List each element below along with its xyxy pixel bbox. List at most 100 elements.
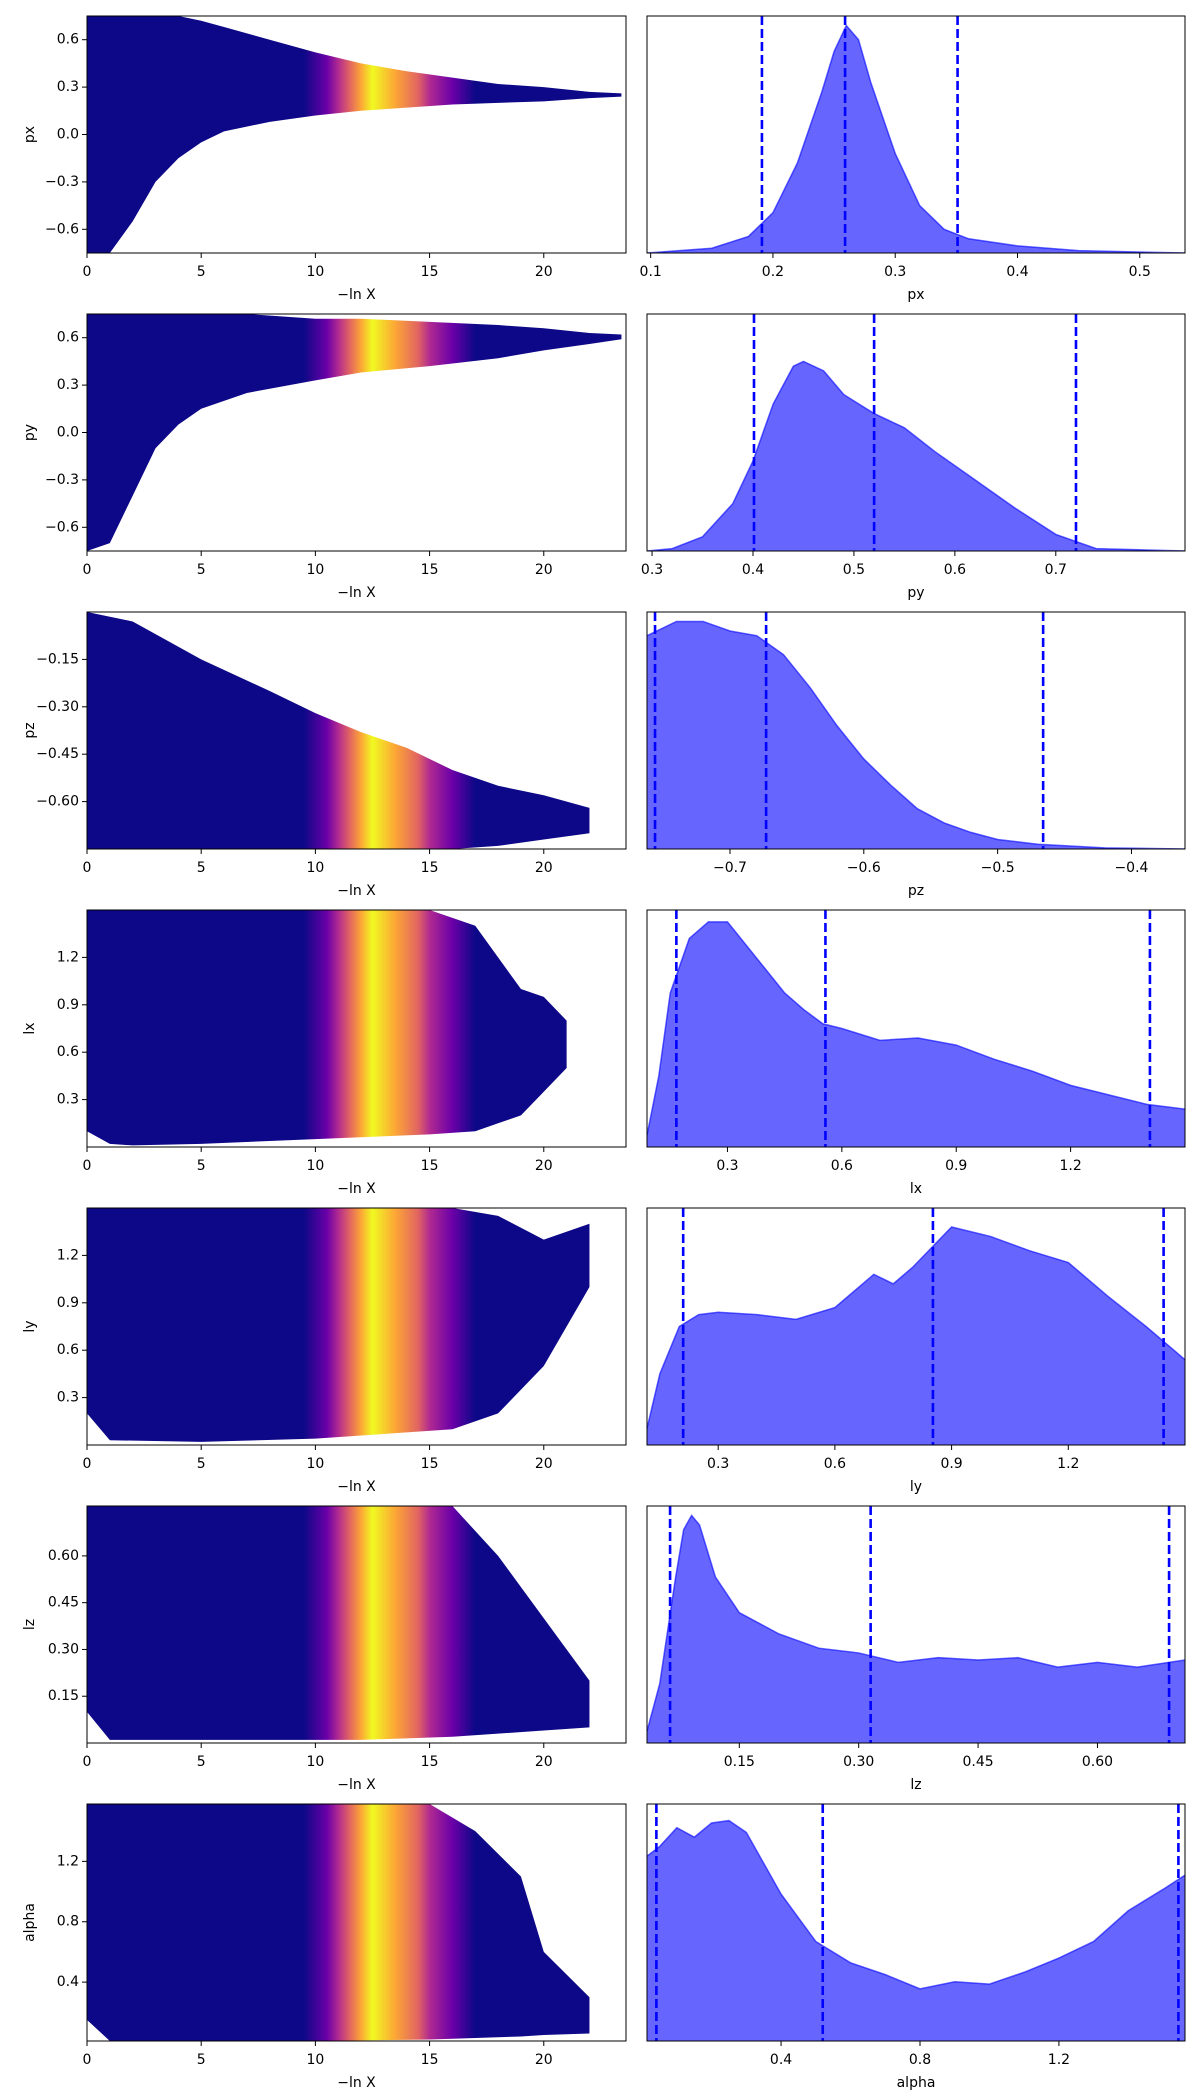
x-tick-label: 20 [535, 860, 553, 876]
x-axis-label: pz [908, 883, 924, 899]
x-tick-label: 0 [83, 562, 92, 578]
y-tick-label: −0.3 [45, 472, 79, 488]
x-tick-label: 0.3 [716, 1158, 738, 1174]
density-line [647, 921, 1185, 1136]
y-tick-label: −0.60 [36, 794, 79, 810]
x-tick-label: 0.5 [843, 562, 865, 578]
x-tick-label: 5 [197, 1158, 206, 1174]
x-tick-label: 15 [421, 1158, 439, 1174]
y-tick-label: 0.9 [57, 1295, 79, 1311]
x-tick-label: 20 [535, 562, 553, 578]
axes-frame [646, 1803, 1186, 2042]
x-axis-label: −ln X [337, 1777, 376, 1793]
x-axis-label: ly [910, 1479, 922, 1495]
y-tick-label: 0.3 [57, 79, 79, 95]
y-axis-label: alpha [22, 1903, 38, 1942]
y-axis-label: ly [22, 1320, 38, 1332]
x-tick-label: 15 [421, 264, 439, 280]
x-tick-label: 15 [421, 860, 439, 876]
x-tick-label: 20 [535, 1456, 553, 1472]
axes-frame [646, 909, 1186, 1148]
x-tick-label: 1.2 [1048, 2052, 1070, 2068]
y-axis-label: px [22, 126, 38, 143]
x-tick-label: 0 [83, 1754, 92, 1770]
x-tick-label: 10 [306, 1754, 324, 1770]
sample-band [87, 1208, 590, 1442]
x-tick-label: 1.2 [1057, 1456, 1079, 1472]
x-tick-label: 10 [306, 264, 324, 280]
y-tick-label: 0.45 [48, 1595, 79, 1611]
x-tick-label: 5 [197, 264, 206, 280]
y-tick-label: 1.2 [57, 949, 79, 965]
density-line [647, 360, 1185, 551]
x-tick-label: 0 [83, 1456, 92, 1472]
y-tick-label: 0.0 [57, 127, 79, 143]
x-tick-label: 10 [306, 860, 324, 876]
sample-band [87, 1804, 590, 2041]
y-axis-label: lz [22, 1619, 38, 1630]
x-tick-label: 15 [421, 562, 439, 578]
y-tick-label: 0.3 [57, 377, 79, 393]
y-tick-label: 0.3 [57, 1092, 79, 1108]
x-tick-label: 0.6 [831, 1158, 853, 1174]
x-axis-label: −ln X [337, 1181, 376, 1197]
density-area [647, 921, 1185, 1147]
y-tick-label: 0.6 [57, 32, 79, 48]
x-tick-label: 5 [197, 562, 206, 578]
x-tick-label: 0.9 [945, 1158, 967, 1174]
axes-frame [646, 15, 1186, 254]
x-tick-label: 0.5 [1129, 264, 1151, 280]
x-axis-label: −ln X [337, 1479, 376, 1495]
density-area [647, 25, 1185, 253]
y-tick-label: 0.30 [48, 1641, 79, 1657]
x-tick-label: 0 [83, 2052, 92, 2068]
x-axis-label: alpha [897, 2075, 936, 2091]
x-tick-label: 0.8 [909, 2052, 931, 2068]
x-tick-label: 0.3 [707, 1456, 729, 1472]
axes-frame [646, 313, 1186, 552]
sample-band [87, 612, 590, 849]
axes-frame [86, 909, 627, 1148]
x-tick-label: 0.3 [641, 562, 663, 578]
axes-frame [86, 611, 627, 850]
density-area [647, 1515, 1185, 1743]
y-tick-label: −0.6 [45, 519, 79, 535]
axes-frame [646, 611, 1186, 850]
x-tick-label: 15 [421, 2052, 439, 2068]
density-line [647, 1226, 1185, 1429]
x-tick-label: 10 [306, 1158, 324, 1174]
x-tick-label: 1.2 [1059, 1158, 1081, 1174]
y-axis-label: pz [22, 722, 38, 738]
x-tick-label: 0 [83, 1158, 92, 1174]
y-tick-label: −0.30 [36, 699, 79, 715]
x-tick-label: 10 [306, 1456, 324, 1472]
x-tick-label: 0.9 [940, 1456, 962, 1472]
x-axis-label: −ln X [337, 883, 376, 899]
x-tick-label: 0.4 [770, 2052, 792, 2068]
y-tick-label: −0.6 [45, 221, 79, 237]
y-tick-label: 0.6 [57, 1342, 79, 1358]
x-tick-label: 0.30 [843, 1754, 874, 1770]
sample-band [87, 16, 622, 253]
x-axis-label: −ln X [337, 585, 376, 601]
y-tick-label: 0.3 [57, 1390, 79, 1406]
x-tick-label: −0.6 [847, 860, 881, 876]
density-area [647, 361, 1185, 551]
x-tick-label: 20 [535, 2052, 553, 2068]
x-tick-label: 0.7 [1045, 562, 1067, 578]
x-tick-label: 0 [83, 264, 92, 280]
x-tick-label: 0.4 [1006, 264, 1028, 280]
x-tick-label: 15 [421, 1754, 439, 1770]
sample-band [87, 314, 622, 551]
x-tick-label: 0.4 [742, 562, 764, 578]
x-axis-label: −ln X [337, 287, 376, 303]
sample-band [87, 910, 567, 1146]
x-tick-label: 5 [197, 1754, 206, 1770]
x-tick-label: 0.45 [962, 1754, 993, 1770]
x-tick-label: 20 [535, 264, 553, 280]
density-line [647, 620, 1185, 849]
x-tick-label: −0.4 [1114, 860, 1148, 876]
x-tick-label: −0.7 [713, 860, 747, 876]
y-tick-label: 0.9 [57, 997, 79, 1013]
